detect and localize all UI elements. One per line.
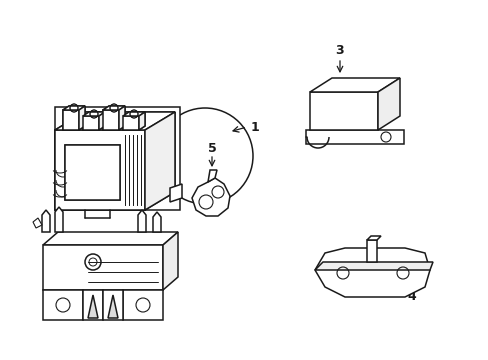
Polygon shape [79,106,85,130]
Polygon shape [65,145,120,200]
Polygon shape [119,106,125,130]
Polygon shape [63,110,79,130]
Polygon shape [55,112,175,130]
Text: 3: 3 [335,44,344,57]
Polygon shape [103,110,119,130]
Polygon shape [103,106,125,110]
Polygon shape [55,130,145,210]
Polygon shape [63,110,79,130]
Polygon shape [99,112,105,130]
Circle shape [212,186,224,198]
Polygon shape [63,106,85,110]
Polygon shape [145,112,175,210]
Polygon shape [366,240,376,262]
Polygon shape [139,112,145,130]
Polygon shape [88,295,98,318]
Polygon shape [153,212,161,232]
Polygon shape [55,207,63,232]
Polygon shape [43,290,83,320]
Polygon shape [119,106,125,130]
Polygon shape [103,290,123,320]
Text: 4: 4 [406,291,415,303]
Polygon shape [79,106,85,130]
Polygon shape [42,210,50,232]
Polygon shape [207,170,217,182]
Polygon shape [305,130,403,144]
Polygon shape [123,116,139,130]
Polygon shape [83,112,105,116]
Polygon shape [309,78,399,92]
Polygon shape [366,236,380,240]
Polygon shape [314,262,432,270]
Polygon shape [377,78,399,130]
Polygon shape [103,110,119,130]
Polygon shape [163,232,178,290]
Polygon shape [99,112,105,130]
Polygon shape [123,116,139,130]
Polygon shape [123,290,163,320]
Text: 2: 2 [52,278,60,291]
Polygon shape [123,112,145,116]
Polygon shape [123,112,145,116]
Polygon shape [108,295,118,318]
Polygon shape [314,248,429,297]
Polygon shape [309,92,377,130]
Polygon shape [83,116,99,130]
Circle shape [199,195,213,209]
Polygon shape [43,245,163,290]
Polygon shape [55,130,145,210]
Polygon shape [103,106,125,110]
Polygon shape [55,107,180,210]
Polygon shape [170,184,182,202]
Polygon shape [83,112,105,116]
Polygon shape [138,210,146,232]
Text: 5: 5 [207,141,216,154]
Polygon shape [63,106,85,110]
Polygon shape [55,112,175,130]
Polygon shape [65,145,120,200]
Polygon shape [145,112,175,210]
Text: 1: 1 [250,121,259,134]
Polygon shape [33,218,42,228]
Polygon shape [192,178,229,216]
Polygon shape [83,290,103,320]
Polygon shape [43,232,178,245]
Polygon shape [83,116,99,130]
Polygon shape [139,112,145,130]
